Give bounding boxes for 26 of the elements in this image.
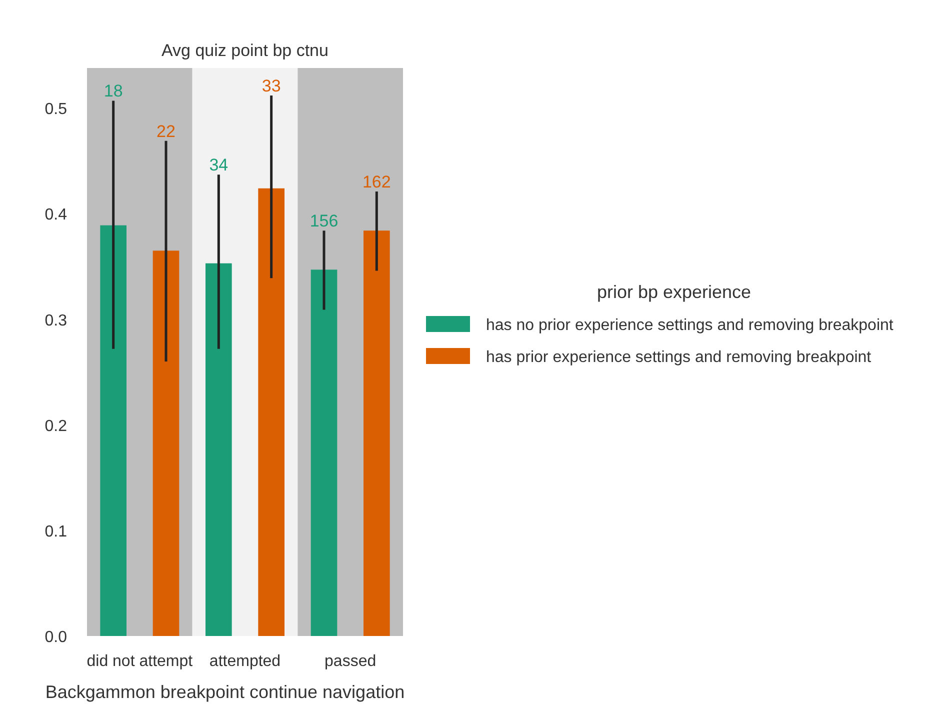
annotation: 156 <box>310 212 338 231</box>
legend-label: has no prior experience settings and removing breakpoint <box>486 317 894 334</box>
y-tick-label: 0.3 <box>44 312 68 330</box>
y-tick-label: 0.1 <box>44 523 68 540</box>
annotation: 22 <box>156 122 176 141</box>
bar <box>152 250 180 636</box>
annotation: 33 <box>262 76 281 96</box>
y-tick-label: 0.0 <box>44 629 68 646</box>
bar <box>364 230 390 636</box>
legend-label: has prior experience settings and removing breakpoint <box>486 349 872 366</box>
annotation: 162 <box>362 172 391 192</box>
x-tick-label: did not attempt <box>86 653 194 670</box>
x-axis-title: Backgammon breakpoint continue navigation <box>45 682 405 702</box>
annotation: 18 <box>104 82 123 101</box>
bar <box>310 270 338 636</box>
x-tick-label: passed <box>324 653 376 670</box>
bar <box>206 263 232 636</box>
chart-title: Avg quiz point bp ctnu <box>162 41 328 60</box>
bar <box>100 225 126 636</box>
y-tick-label: 0.5 <box>44 101 68 118</box>
annotation: 34 <box>209 156 228 175</box>
y-tick-label: 0.4 <box>44 206 68 224</box>
legend-title: prior bp experience <box>596 282 752 302</box>
y-tick-label: 0.2 <box>44 418 68 435</box>
x-tick-label: attempted <box>209 653 281 670</box>
bar <box>258 188 284 636</box>
